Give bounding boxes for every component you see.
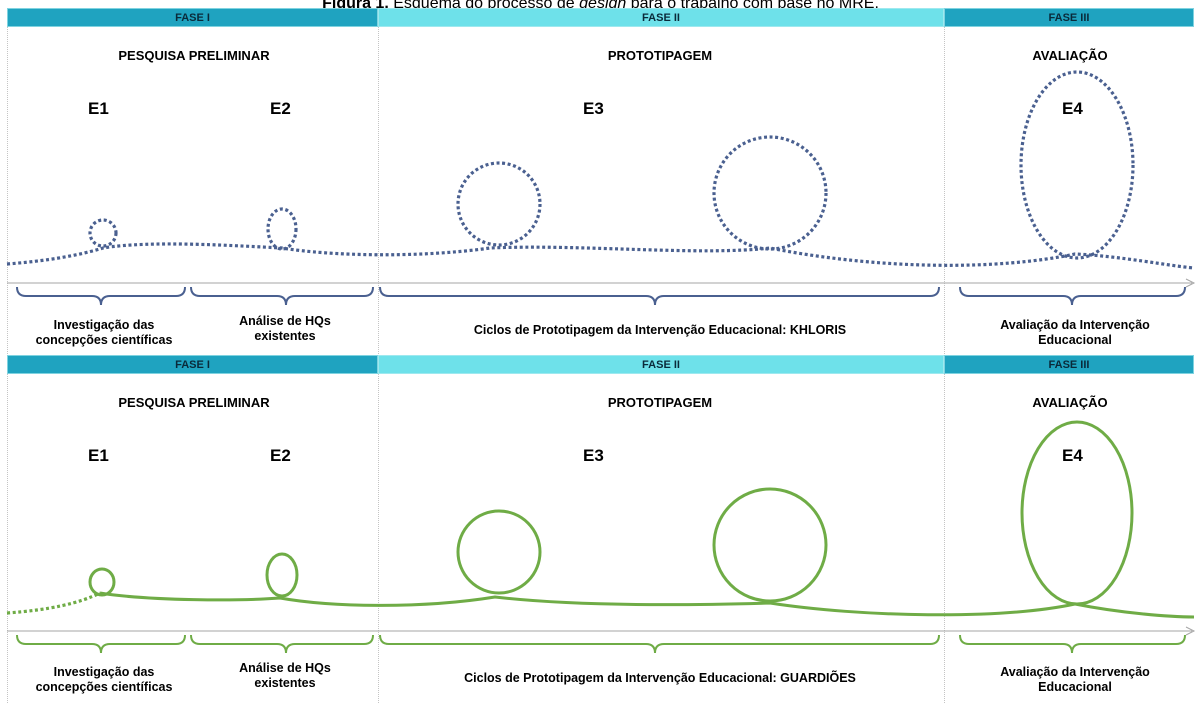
cycle-loop-e4 bbox=[1019, 70, 1135, 260]
phase-name-pesquisa: PESQUISA PRELIMINAR bbox=[118, 395, 270, 410]
cycle-loop-e2 bbox=[265, 552, 299, 598]
stage-e1: E1 bbox=[88, 446, 109, 465]
cycle-loop-e1 bbox=[88, 218, 118, 248]
brace-avaliacao bbox=[959, 634, 1186, 654]
phase-divider bbox=[7, 27, 8, 356]
brace-investigacao bbox=[16, 634, 186, 654]
phase-header-1: FASE I bbox=[7, 8, 378, 27]
cycle-loop-e3b bbox=[712, 135, 828, 251]
stage-e2: E2 bbox=[270, 99, 291, 118]
label-investigacao: Investigação das concepções científicas bbox=[10, 318, 198, 348]
process-diagram-guardioes bbox=[6, 420, 1196, 654]
process-curve bbox=[99, 591, 1195, 619]
stage-e3: E3 bbox=[583, 446, 604, 465]
label-avaliacao: Avaliação da Intervenção Educacional bbox=[970, 318, 1180, 348]
label-line: Análise de HQs bbox=[239, 661, 331, 675]
label-line: Educacional bbox=[1038, 680, 1112, 694]
cycle-loop-e4 bbox=[1020, 420, 1134, 606]
phase-divider bbox=[378, 374, 379, 703]
label-investigacao: Investigação das concepções científicas bbox=[10, 665, 198, 695]
phase-name-pesquisa: PESQUISA PRELIMINAR bbox=[118, 48, 270, 63]
label-line: concepções científicas bbox=[35, 333, 173, 347]
label-analise: Análise de HQs existentes bbox=[205, 661, 365, 691]
phase-name-prototipagem: PROTOTIPAGEM bbox=[607, 48, 713, 63]
brace-ciclos bbox=[379, 634, 940, 654]
cycle-loop-e3a bbox=[456, 161, 542, 247]
phase-divider bbox=[378, 27, 379, 356]
brace-avaliacao bbox=[959, 286, 1186, 306]
cycle-loop-e3a bbox=[456, 509, 542, 595]
cycle-loop-e1 bbox=[88, 567, 116, 597]
stage-e4: E4 bbox=[1062, 99, 1083, 118]
panel-khloris: FASE I FASE II FASE III PESQUISA PRELIMI… bbox=[0, 8, 1201, 356]
label-ciclos: Ciclos de Prototipagem da Intervenção Ed… bbox=[473, 323, 847, 337]
stage-e3: E3 bbox=[583, 99, 604, 118]
time-axis-arrow bbox=[1185, 278, 1196, 288]
stage-e1: E1 bbox=[88, 99, 109, 118]
time-axis-arrow bbox=[1185, 626, 1196, 636]
cycle-loop-e2 bbox=[266, 207, 298, 251]
stage-e2: E2 bbox=[270, 446, 291, 465]
phase-header-2: FASE II bbox=[378, 8, 944, 27]
phase-name-avaliacao: AVALIAÇÃO bbox=[1032, 48, 1108, 63]
phase-divider bbox=[944, 27, 945, 356]
brace-ciclos bbox=[379, 286, 940, 306]
process-diagram-khloris bbox=[6, 70, 1196, 306]
label-line: existentes bbox=[254, 329, 316, 343]
brace-analise bbox=[190, 286, 374, 306]
cycle-loop-e3b bbox=[712, 487, 828, 603]
label-line: Investigação das bbox=[53, 665, 155, 679]
phase-divider bbox=[944, 374, 945, 703]
phase-header-3: FASE III bbox=[944, 8, 1194, 27]
label-ciclos: Ciclos de Prototipagem da Intervenção Ed… bbox=[464, 671, 856, 685]
label-line: Análise de HQs bbox=[239, 314, 331, 328]
label-line: existentes bbox=[254, 676, 316, 690]
process-curve bbox=[6, 242, 1195, 270]
phase-header-3: FASE III bbox=[944, 355, 1194, 374]
label-line: Avaliação da Intervenção bbox=[1000, 318, 1150, 332]
phase-header-1: FASE I bbox=[7, 355, 378, 374]
label-avaliacao: Avaliação da Intervenção Educacional bbox=[970, 665, 1180, 695]
brace-investigacao bbox=[16, 286, 186, 306]
label-analise: Análise de HQs existentes bbox=[205, 314, 365, 344]
process-curve-dotted-start bbox=[6, 591, 101, 615]
panel-guardioes: FASE I FASE II FASE III PESQUISA PRELIMI… bbox=[0, 355, 1201, 703]
phase-name-avaliacao: AVALIAÇÃO bbox=[1032, 395, 1108, 410]
label-line: Investigação das bbox=[53, 318, 155, 332]
label-line: Avaliação da Intervenção bbox=[1000, 665, 1150, 679]
brace-analise bbox=[190, 634, 374, 654]
stage-e4: E4 bbox=[1062, 446, 1083, 465]
label-line: concepções científicas bbox=[35, 680, 173, 694]
label-line: Educacional bbox=[1038, 333, 1112, 347]
phase-header-2: FASE II bbox=[378, 355, 944, 374]
phase-divider bbox=[7, 374, 8, 703]
phase-name-prototipagem: PROTOTIPAGEM bbox=[607, 395, 713, 410]
